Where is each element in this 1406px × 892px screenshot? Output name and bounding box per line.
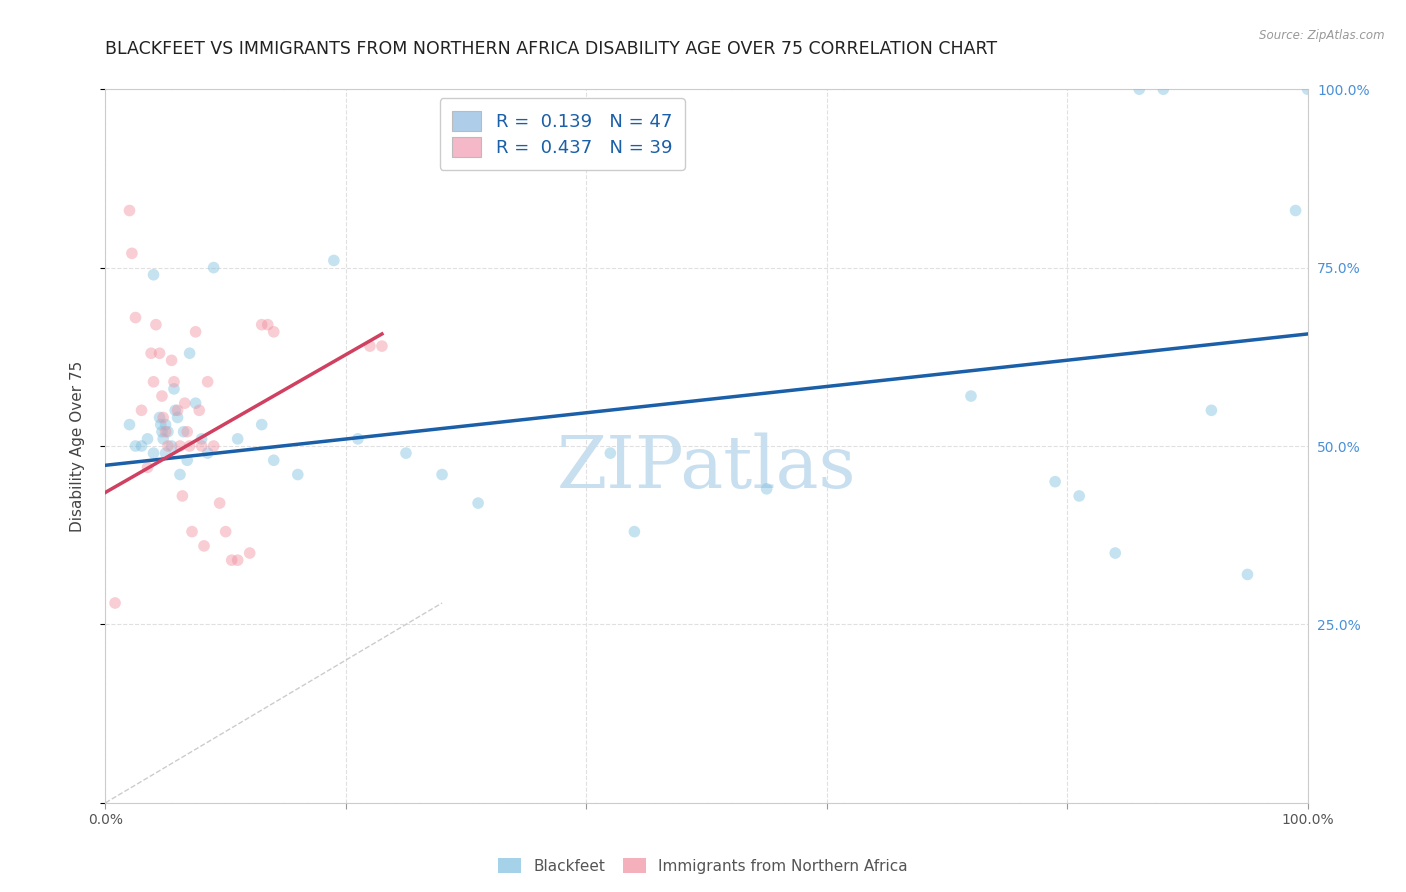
Point xyxy=(160,353,183,368)
Point xyxy=(226,432,249,446)
Point xyxy=(136,460,159,475)
Point xyxy=(152,432,174,446)
Point xyxy=(623,524,645,539)
Point xyxy=(467,496,489,510)
Point xyxy=(256,318,278,332)
Point xyxy=(322,253,344,268)
Point xyxy=(156,425,179,439)
Point xyxy=(190,439,212,453)
Point xyxy=(160,439,183,453)
Point xyxy=(124,310,146,325)
Point xyxy=(148,346,170,360)
Point xyxy=(184,396,207,410)
Point xyxy=(121,246,143,260)
Point xyxy=(150,389,173,403)
Point xyxy=(1296,82,1319,96)
Point xyxy=(136,432,159,446)
Legend: R =  0.139   N = 47, R =  0.437   N = 39: R = 0.139 N = 47, R = 0.437 N = 39 xyxy=(440,98,685,169)
Text: BLACKFEET VS IMMIGRANTS FROM NORTHERN AFRICA DISABILITY AGE OVER 75 CORRELATION : BLACKFEET VS IMMIGRANTS FROM NORTHERN AF… xyxy=(105,40,998,58)
Point xyxy=(395,446,418,460)
Point xyxy=(149,417,172,432)
Point xyxy=(169,467,191,482)
Point xyxy=(430,467,453,482)
Point xyxy=(1201,403,1223,417)
Point xyxy=(118,417,141,432)
Point xyxy=(197,375,219,389)
Point xyxy=(184,325,207,339)
Point xyxy=(156,439,179,453)
Point xyxy=(599,446,621,460)
Point xyxy=(208,496,231,510)
Point xyxy=(131,439,153,453)
Point xyxy=(188,403,211,417)
Text: Source: ZipAtlas.com: Source: ZipAtlas.com xyxy=(1260,29,1385,42)
Point xyxy=(173,396,195,410)
Point xyxy=(169,439,191,453)
Text: ZIPatlas: ZIPatlas xyxy=(557,432,856,503)
Legend: Blackfeet, Immigrants from Northern Africa: Blackfeet, Immigrants from Northern Afri… xyxy=(492,852,914,880)
Point xyxy=(124,439,146,453)
Point xyxy=(148,410,170,425)
Point xyxy=(131,403,153,417)
Point xyxy=(142,268,165,282)
Point xyxy=(165,403,187,417)
Point xyxy=(371,339,394,353)
Point xyxy=(250,417,273,432)
Point xyxy=(221,553,243,567)
Point xyxy=(202,260,225,275)
Point xyxy=(155,425,177,439)
Point xyxy=(287,467,309,482)
Y-axis label: Disability Age Over 75: Disability Age Over 75 xyxy=(70,360,84,532)
Point xyxy=(190,432,212,446)
Point xyxy=(142,375,165,389)
Point xyxy=(173,425,195,439)
Point xyxy=(176,453,198,467)
Point xyxy=(179,346,201,360)
Point xyxy=(250,318,273,332)
Point xyxy=(1069,489,1091,503)
Point xyxy=(104,596,127,610)
Point xyxy=(150,425,173,439)
Point xyxy=(155,417,177,432)
Point xyxy=(263,325,285,339)
Point xyxy=(1284,203,1306,218)
Point xyxy=(1104,546,1126,560)
Point xyxy=(172,489,194,503)
Point xyxy=(166,410,188,425)
Point xyxy=(155,446,177,460)
Point xyxy=(755,482,778,496)
Point xyxy=(197,446,219,460)
Point xyxy=(166,403,188,417)
Point xyxy=(1043,475,1066,489)
Point xyxy=(1236,567,1258,582)
Point xyxy=(142,446,165,460)
Point xyxy=(214,524,236,539)
Point xyxy=(179,439,201,453)
Point xyxy=(163,382,186,396)
Point xyxy=(1152,82,1174,96)
Point xyxy=(176,425,198,439)
Point xyxy=(145,318,167,332)
Point xyxy=(163,375,186,389)
Point xyxy=(193,539,215,553)
Point xyxy=(347,432,370,446)
Point xyxy=(202,439,225,453)
Point xyxy=(118,203,141,218)
Point xyxy=(239,546,262,560)
Point xyxy=(181,524,204,539)
Point xyxy=(960,389,983,403)
Point xyxy=(152,410,174,425)
Point xyxy=(1128,82,1150,96)
Point xyxy=(139,346,162,360)
Point xyxy=(226,553,249,567)
Point xyxy=(263,453,285,467)
Point xyxy=(359,339,381,353)
